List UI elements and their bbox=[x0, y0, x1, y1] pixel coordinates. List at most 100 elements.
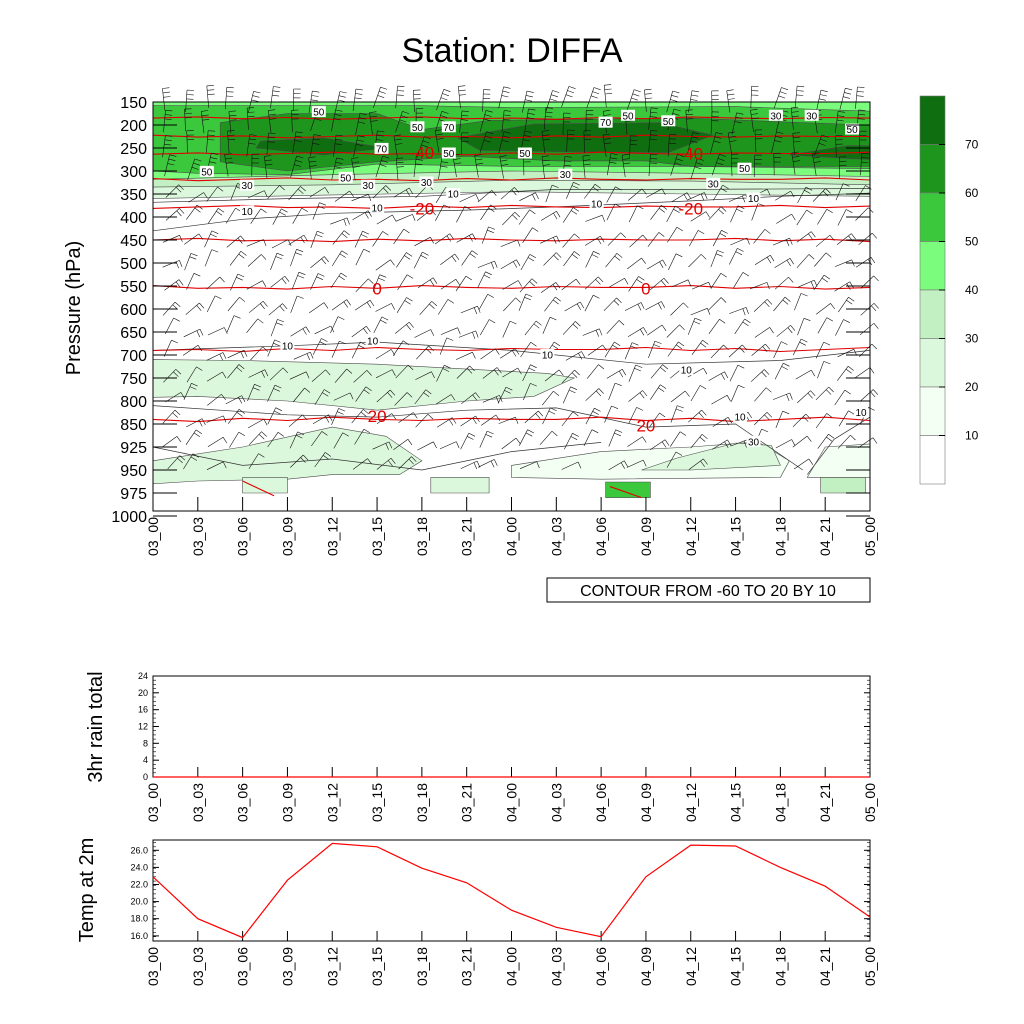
wind-barb bbox=[837, 348, 855, 358]
wind-barb-flag bbox=[475, 330, 479, 338]
wind-barb bbox=[585, 408, 595, 425]
wind-barb-flag bbox=[279, 305, 285, 312]
wind-barb-flag bbox=[529, 281, 535, 287]
wind-barb-flag bbox=[454, 162, 462, 165]
wind-barb bbox=[500, 259, 517, 270]
wind-barb bbox=[626, 459, 644, 468]
wind-barb-flag bbox=[387, 392, 393, 398]
speed-label-bg bbox=[598, 116, 613, 128]
wind-barb-flag bbox=[583, 159, 591, 161]
wind-barb bbox=[478, 294, 488, 311]
wind-barb bbox=[167, 455, 181, 470]
wind-barb bbox=[334, 190, 350, 202]
wind-barb-flag bbox=[335, 161, 343, 164]
wind-barb-flag bbox=[686, 113, 694, 115]
wind-barb-flag bbox=[179, 455, 186, 461]
wind-barb bbox=[834, 259, 852, 267]
wind-barb bbox=[331, 299, 347, 311]
wind-barb bbox=[435, 187, 446, 203]
wind-barb bbox=[730, 237, 748, 246]
wind-barb-flag bbox=[177, 457, 183, 464]
wind-barb-flag bbox=[572, 433, 579, 437]
wind-barb-flag bbox=[717, 250, 724, 254]
wind-barb bbox=[267, 110, 272, 133]
wind-barb bbox=[627, 327, 644, 338]
wind-barb-flag bbox=[515, 297, 521, 303]
wind-barb-flag bbox=[838, 111, 846, 113]
speed-label-bg bbox=[854, 406, 868, 418]
wind-barb bbox=[815, 386, 829, 401]
wind-barb bbox=[604, 405, 612, 423]
wind-barb-flag bbox=[458, 85, 466, 87]
wind-barb bbox=[206, 276, 221, 290]
wind-barb bbox=[162, 235, 180, 243]
wind-barb bbox=[458, 86, 461, 109]
wind-barb bbox=[311, 369, 326, 382]
time-tick-label: 04_06 bbox=[593, 783, 609, 822]
speed-contour-label: 30 bbox=[363, 181, 375, 192]
wind-speed-contour-line bbox=[152, 192, 871, 232]
wind-barb-flag bbox=[284, 276, 290, 282]
wind-barb-flag bbox=[724, 371, 729, 379]
speed-label-bg bbox=[768, 109, 783, 121]
wind-barb bbox=[393, 228, 405, 245]
wind-barb bbox=[413, 90, 415, 113]
wind-barb-flag bbox=[413, 412, 418, 419]
wind-barb-flag bbox=[676, 344, 683, 350]
wind-barb bbox=[393, 135, 398, 158]
wind-barb-flag bbox=[262, 346, 269, 352]
wind-barb bbox=[796, 390, 811, 404]
wind-barb bbox=[482, 395, 500, 403]
wind-barb-flag bbox=[176, 210, 182, 217]
wind-barb bbox=[250, 346, 263, 361]
wind-barb bbox=[417, 441, 434, 451]
speed-label-bg bbox=[517, 147, 532, 159]
wind-barb-flag bbox=[529, 209, 536, 215]
wind-barb bbox=[375, 156, 383, 178]
wind-barb-flag bbox=[550, 407, 557, 412]
wind-barb bbox=[690, 211, 707, 222]
wind-barb-flag bbox=[402, 111, 410, 114]
wind-barb-flag bbox=[175, 369, 182, 375]
wind-barb bbox=[481, 414, 497, 426]
speed-contour-label: 50 bbox=[201, 167, 213, 178]
wind-barb-flag bbox=[553, 390, 560, 396]
wind-barb-flag bbox=[567, 90, 575, 94]
temperature-contours bbox=[152, 116, 871, 499]
wind-barb bbox=[163, 110, 166, 133]
wind-barb bbox=[351, 194, 369, 202]
wind-barb-flag bbox=[240, 250, 247, 256]
speed-label-bg bbox=[240, 205, 255, 217]
colorbar-segment bbox=[919, 386, 946, 436]
wind-barb bbox=[816, 90, 822, 112]
time-tick-label: 04_21 bbox=[817, 783, 833, 822]
wind-barb-flag bbox=[511, 189, 517, 196]
wind-barb bbox=[582, 328, 600, 336]
wind-barb-flag bbox=[797, 85, 805, 88]
wind-barb-flag bbox=[869, 367, 875, 374]
wind-barb-flag bbox=[514, 187, 520, 193]
wind-barb-flag bbox=[704, 192, 708, 200]
wind-barb-flag bbox=[762, 346, 768, 352]
y-tick-label: 26.0 bbox=[130, 845, 148, 855]
wind-barb bbox=[775, 190, 791, 201]
speed-label-bg bbox=[311, 106, 326, 118]
wind-barb-flag bbox=[742, 195, 746, 203]
wind-barb-flag bbox=[873, 323, 879, 329]
wind-barb bbox=[477, 459, 495, 468]
wind-barb-flag bbox=[636, 205, 644, 210]
wind-barb-flag bbox=[392, 214, 397, 222]
wind-barb-flag bbox=[164, 143, 172, 146]
wind-barb-flag bbox=[295, 160, 303, 163]
temperature-contour-label: 20 bbox=[368, 407, 387, 426]
wind-barb-flag bbox=[287, 239, 292, 246]
wind-barb-flag bbox=[325, 369, 331, 376]
wind-barb bbox=[669, 431, 681, 447]
wind-barb-flag bbox=[351, 157, 359, 159]
wind-barb-flag bbox=[258, 453, 265, 458]
wind-barb bbox=[230, 183, 238, 201]
wind-barb bbox=[376, 214, 393, 225]
wind-barb bbox=[398, 412, 414, 423]
time-tick-label: 03_18 bbox=[414, 947, 430, 986]
